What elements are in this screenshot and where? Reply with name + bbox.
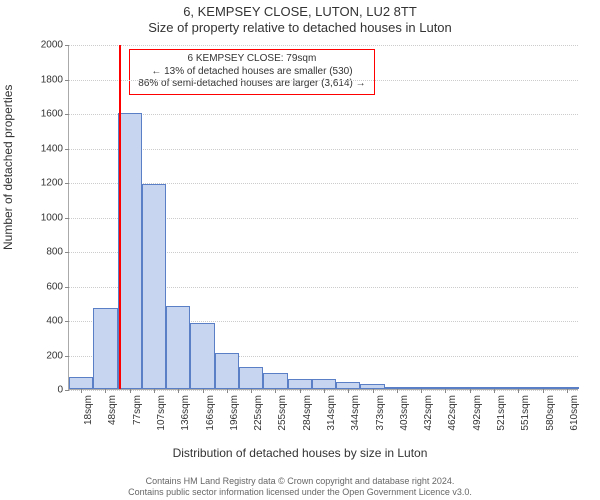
- ytick-mark: [65, 218, 69, 219]
- ytick-mark: [65, 183, 69, 184]
- xtick-label: 196sqm: [229, 395, 240, 431]
- ytick-label: 600: [33, 281, 63, 292]
- ytick-mark: [65, 80, 69, 81]
- gridline: [69, 149, 578, 150]
- chart-subtitle: Size of property relative to detached ho…: [0, 20, 600, 35]
- ytick-mark: [65, 114, 69, 115]
- xtick-mark: [227, 389, 228, 393]
- ytick-mark: [65, 390, 69, 391]
- xtick-label: 225sqm: [253, 395, 264, 431]
- chart-title-address: 6, KEMPSEY CLOSE, LUTON, LU2 8TT: [0, 4, 600, 19]
- x-axis-label: Distribution of detached houses by size …: [0, 446, 600, 460]
- ytick-label: 1600: [33, 109, 63, 120]
- xtick-label: 18sqm: [83, 395, 94, 425]
- xtick-label: 432sqm: [423, 395, 434, 431]
- xtick-mark: [130, 389, 131, 393]
- histogram-bar: [336, 382, 360, 389]
- xtick-label: 284sqm: [302, 395, 313, 431]
- gridline: [69, 45, 578, 46]
- xtick-mark: [251, 389, 252, 393]
- ytick-label: 400: [33, 316, 63, 327]
- gridline: [69, 114, 578, 115]
- histogram-bar: [312, 379, 336, 389]
- xtick-mark: [567, 389, 568, 393]
- ytick-label: 0: [33, 385, 63, 396]
- gridline: [69, 80, 578, 81]
- ytick-label: 1000: [33, 212, 63, 223]
- histogram-bar: [93, 308, 117, 389]
- footer-line-2: Contains public sector information licen…: [0, 487, 600, 498]
- chart-container: 6, KEMPSEY CLOSE, LUTON, LU2 8TT Size of…: [0, 0, 600, 500]
- xtick-mark: [324, 389, 325, 393]
- xtick-label: 580sqm: [545, 395, 556, 431]
- xtick-mark: [203, 389, 204, 393]
- histogram-bar: [190, 323, 214, 389]
- xtick-label: 344sqm: [350, 395, 361, 431]
- ytick-label: 800: [33, 247, 63, 258]
- xtick-mark: [494, 389, 495, 393]
- histogram-bar: [166, 306, 190, 389]
- ytick-mark: [65, 287, 69, 288]
- histogram-bar: [288, 379, 312, 389]
- ytick-mark: [65, 252, 69, 253]
- xtick-label: 107sqm: [156, 395, 167, 431]
- xtick-label: 610sqm: [569, 395, 580, 431]
- xtick-label: 521sqm: [496, 395, 507, 431]
- histogram-bar: [239, 367, 263, 389]
- ytick-mark: [65, 356, 69, 357]
- annotation-box: 6 KEMPSEY CLOSE: 79sqm← 13% of detached …: [129, 49, 374, 95]
- ytick-label: 200: [33, 350, 63, 361]
- property-marker-line: [119, 45, 121, 389]
- histogram-bar: [142, 184, 166, 389]
- xtick-label: 403sqm: [399, 395, 410, 431]
- ytick-mark: [65, 149, 69, 150]
- xtick-mark: [373, 389, 374, 393]
- xtick-mark: [470, 389, 471, 393]
- xtick-label: 48sqm: [107, 395, 118, 425]
- xtick-mark: [105, 389, 106, 393]
- ytick-label: 2000: [33, 40, 63, 51]
- xtick-label: 255sqm: [277, 395, 288, 431]
- xtick-label: 551sqm: [520, 395, 531, 431]
- xtick-mark: [275, 389, 276, 393]
- xtick-label: 136sqm: [180, 395, 191, 431]
- annotation-line: 6 KEMPSEY CLOSE: 79sqm: [138, 53, 365, 66]
- histogram-bar: [215, 353, 239, 389]
- xtick-label: 373sqm: [375, 395, 386, 431]
- plot-area: 6 KEMPSEY CLOSE: 79sqm← 13% of detached …: [68, 45, 578, 390]
- y-axis-label: Number of detached properties: [1, 85, 15, 250]
- annotation-line: ← 13% of detached houses are smaller (53…: [138, 66, 365, 79]
- ytick-mark: [65, 45, 69, 46]
- xtick-mark: [421, 389, 422, 393]
- xtick-mark: [154, 389, 155, 393]
- xtick-label: 166sqm: [205, 395, 216, 431]
- ytick-label: 1400: [33, 143, 63, 154]
- xtick-label: 314sqm: [326, 395, 337, 431]
- xtick-mark: [300, 389, 301, 393]
- ytick-label: 1800: [33, 74, 63, 85]
- xtick-label: 77sqm: [132, 395, 143, 425]
- histogram-bar: [69, 377, 93, 389]
- xtick-mark: [348, 389, 349, 393]
- footer-line-1: Contains HM Land Registry data © Crown c…: [0, 476, 600, 487]
- xtick-mark: [518, 389, 519, 393]
- xtick-label: 492sqm: [472, 395, 483, 431]
- xtick-mark: [397, 389, 398, 393]
- xtick-label: 462sqm: [447, 395, 458, 431]
- xtick-mark: [445, 389, 446, 393]
- histogram-bar: [263, 373, 287, 389]
- ytick-label: 1200: [33, 178, 63, 189]
- ytick-mark: [65, 321, 69, 322]
- footer-attribution: Contains HM Land Registry data © Crown c…: [0, 476, 600, 498]
- xtick-mark: [543, 389, 544, 393]
- xtick-mark: [81, 389, 82, 393]
- xtick-mark: [178, 389, 179, 393]
